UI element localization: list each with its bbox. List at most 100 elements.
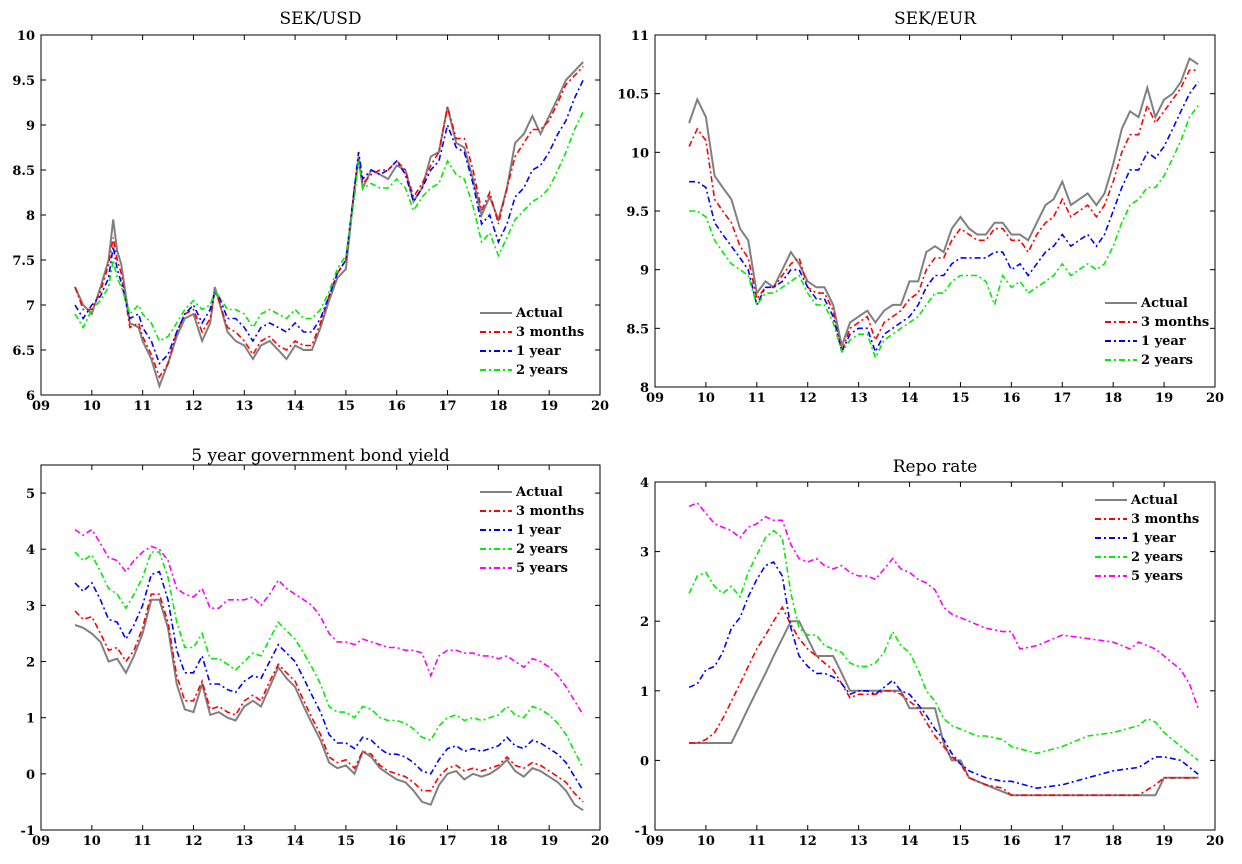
x-tick-label: 15 [951,391,969,406]
y-tick-label: 8.5 [626,322,649,337]
x-tick-label: 18 [489,834,507,849]
chart-title: 5 year government bond yield [191,446,450,466]
y-tick-label: 2 [640,615,649,630]
legend-label: 3 months [1131,512,1199,527]
x-tick-label: 16 [1002,391,1020,406]
x-tick-label: 19 [1155,391,1173,406]
y-tick-label: 8 [640,381,649,396]
legend-label: 3 months [516,325,584,340]
x-tick-label: 16 [1002,834,1020,849]
y-tick-label: 2 [26,656,35,671]
x-tick-label: 13 [235,399,253,414]
series-line-1-year [689,82,1198,352]
y-tick-label: 0 [26,768,35,783]
x-tick-label: 11 [134,834,152,849]
y-tick-label: 3 [640,546,649,561]
x-tick-label: 13 [850,391,868,406]
x-tick-label: 12 [184,834,202,849]
legend-label: Actual [1130,493,1178,508]
y-tick-label: 10 [17,29,35,44]
legend-label: 1 year [1131,531,1176,546]
x-tick-label: 10 [697,391,715,406]
y-tick-label: 4 [26,543,35,558]
x-tick-label: 17 [1053,834,1071,849]
series-line-2-years [689,105,1198,357]
x-tick-label: 11 [748,834,766,849]
x-tick-label: 12 [799,834,817,849]
x-tick-label: 17 [438,834,456,849]
y-tick-label: 9 [640,264,649,279]
series-line-2-years [75,552,583,768]
x-tick-label: 20 [591,834,609,849]
legend-label: 2 years [516,363,568,378]
y-tick-label: 8 [26,209,35,224]
series-line-actual [75,62,583,386]
y-tick-label: 10 [631,146,649,161]
y-tick-label: 9.5 [12,74,35,89]
x-tick-label: 20 [591,399,609,414]
x-tick-label: 17 [438,399,456,414]
x-tick-label: 18 [1104,391,1122,406]
legend: Actual 3 months 1 year 2 years 5 years [480,485,584,576]
legend-label: Actual [515,306,563,321]
legend-label: 1 year [516,344,561,359]
y-tick-label: 1 [26,712,35,727]
legend: Actual 3 months 1 year 2 years [1105,296,1209,368]
series-line-3-months [689,607,1198,795]
x-tick-label: 16 [388,399,406,414]
x-tick-label: 10 [83,834,101,849]
x-tick-label: 17 [1053,391,1071,406]
x-tick-label: 20 [1206,391,1224,406]
y-tick-label: 9.5 [626,205,649,220]
x-tick-label: 11 [134,399,152,414]
y-tick-label: 1 [640,685,649,700]
x-tick-label: 13 [850,834,868,849]
x-tick-label: 18 [1104,834,1122,849]
legend-label: 1 year [1141,334,1186,349]
series-line-2-years [75,112,583,342]
y-tick-label: 5 [26,487,35,502]
legend-label: 1 year [516,523,561,538]
y-tick-label: 7 [26,299,35,314]
x-tick-label: 13 [235,834,253,849]
chart-title: Repo rate [893,457,978,477]
x-tick-label: 18 [489,399,507,414]
plot-frame [655,35,1215,387]
y-tick-label: -1 [635,824,649,839]
y-tick-label: 10.5 [617,88,649,103]
x-tick-label: 12 [184,399,202,414]
x-tick-label: 10 [697,834,715,849]
x-tick-label: 19 [1155,834,1173,849]
legend: Actual 3 months 1 year 2 years 5 years [1095,493,1199,584]
legend-label: Actual [515,485,563,500]
legend-label: 2 years [1131,550,1183,565]
legend-label: 2 years [1141,353,1193,368]
legend-label: 3 months [516,504,584,519]
x-tick-label: 19 [540,399,558,414]
chart-panel-2: SEK/EUR 09 10 11 12 13 14 15 16 17 18 19 20 8 8.5 9 9.5 1… [617,9,1224,406]
y-tick-label: 3 [26,599,35,614]
legend-label: 2 years [516,542,568,557]
x-tick-label: 19 [540,834,558,849]
y-tick-label: 4 [640,476,649,491]
legend: Actual 3 months 1 year 2 years [480,306,584,378]
plot-frame [41,35,600,395]
x-tick-label: 11 [748,391,766,406]
x-tick-label: 10 [83,399,101,414]
x-tick-label: 20 [1206,834,1224,849]
plot-frame [41,465,600,830]
series-line-5-years [689,503,1198,708]
x-tick-label: 14 [286,834,304,849]
series-line-1-year [75,80,583,364]
chart-title: SEK/USD [279,9,361,29]
chart-title: SEK/EUR [894,9,977,29]
y-tick-label: 11 [631,29,649,44]
legend-label: 5 years [516,561,568,576]
x-tick-label: 14 [900,391,918,406]
y-tick-label: 7.5 [12,254,35,269]
x-tick-label: 14 [900,834,918,849]
y-tick-label: 6.5 [12,344,35,359]
